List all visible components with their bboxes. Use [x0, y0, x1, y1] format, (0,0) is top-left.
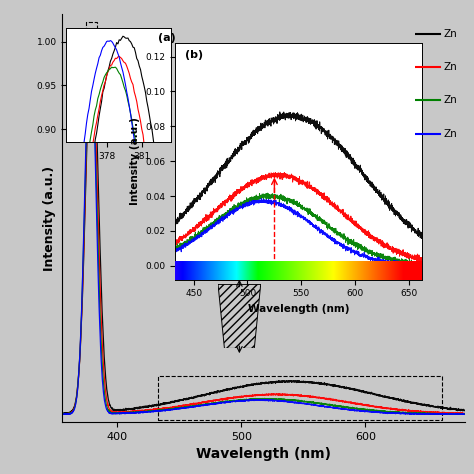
X-axis label: Wavelength (nm): Wavelength (nm)	[248, 304, 349, 314]
Text: (a): (a)	[158, 33, 176, 43]
Text: Zn: Zn	[443, 62, 457, 72]
Text: Zn: Zn	[443, 128, 457, 138]
Bar	[158, 376, 442, 420]
Bar	[86, 22, 97, 83]
Text: (b): (b)	[185, 50, 203, 60]
X-axis label: Wavelength (nm): Wavelength (nm)	[196, 447, 330, 461]
Y-axis label: Intensity (a.u.): Intensity (a.u.)	[130, 117, 140, 205]
Text: Zn: Zn	[443, 29, 457, 39]
Text: Zn: Zn	[443, 95, 457, 105]
Y-axis label: Intensity (a.u.): Intensity (a.u.)	[43, 165, 56, 271]
